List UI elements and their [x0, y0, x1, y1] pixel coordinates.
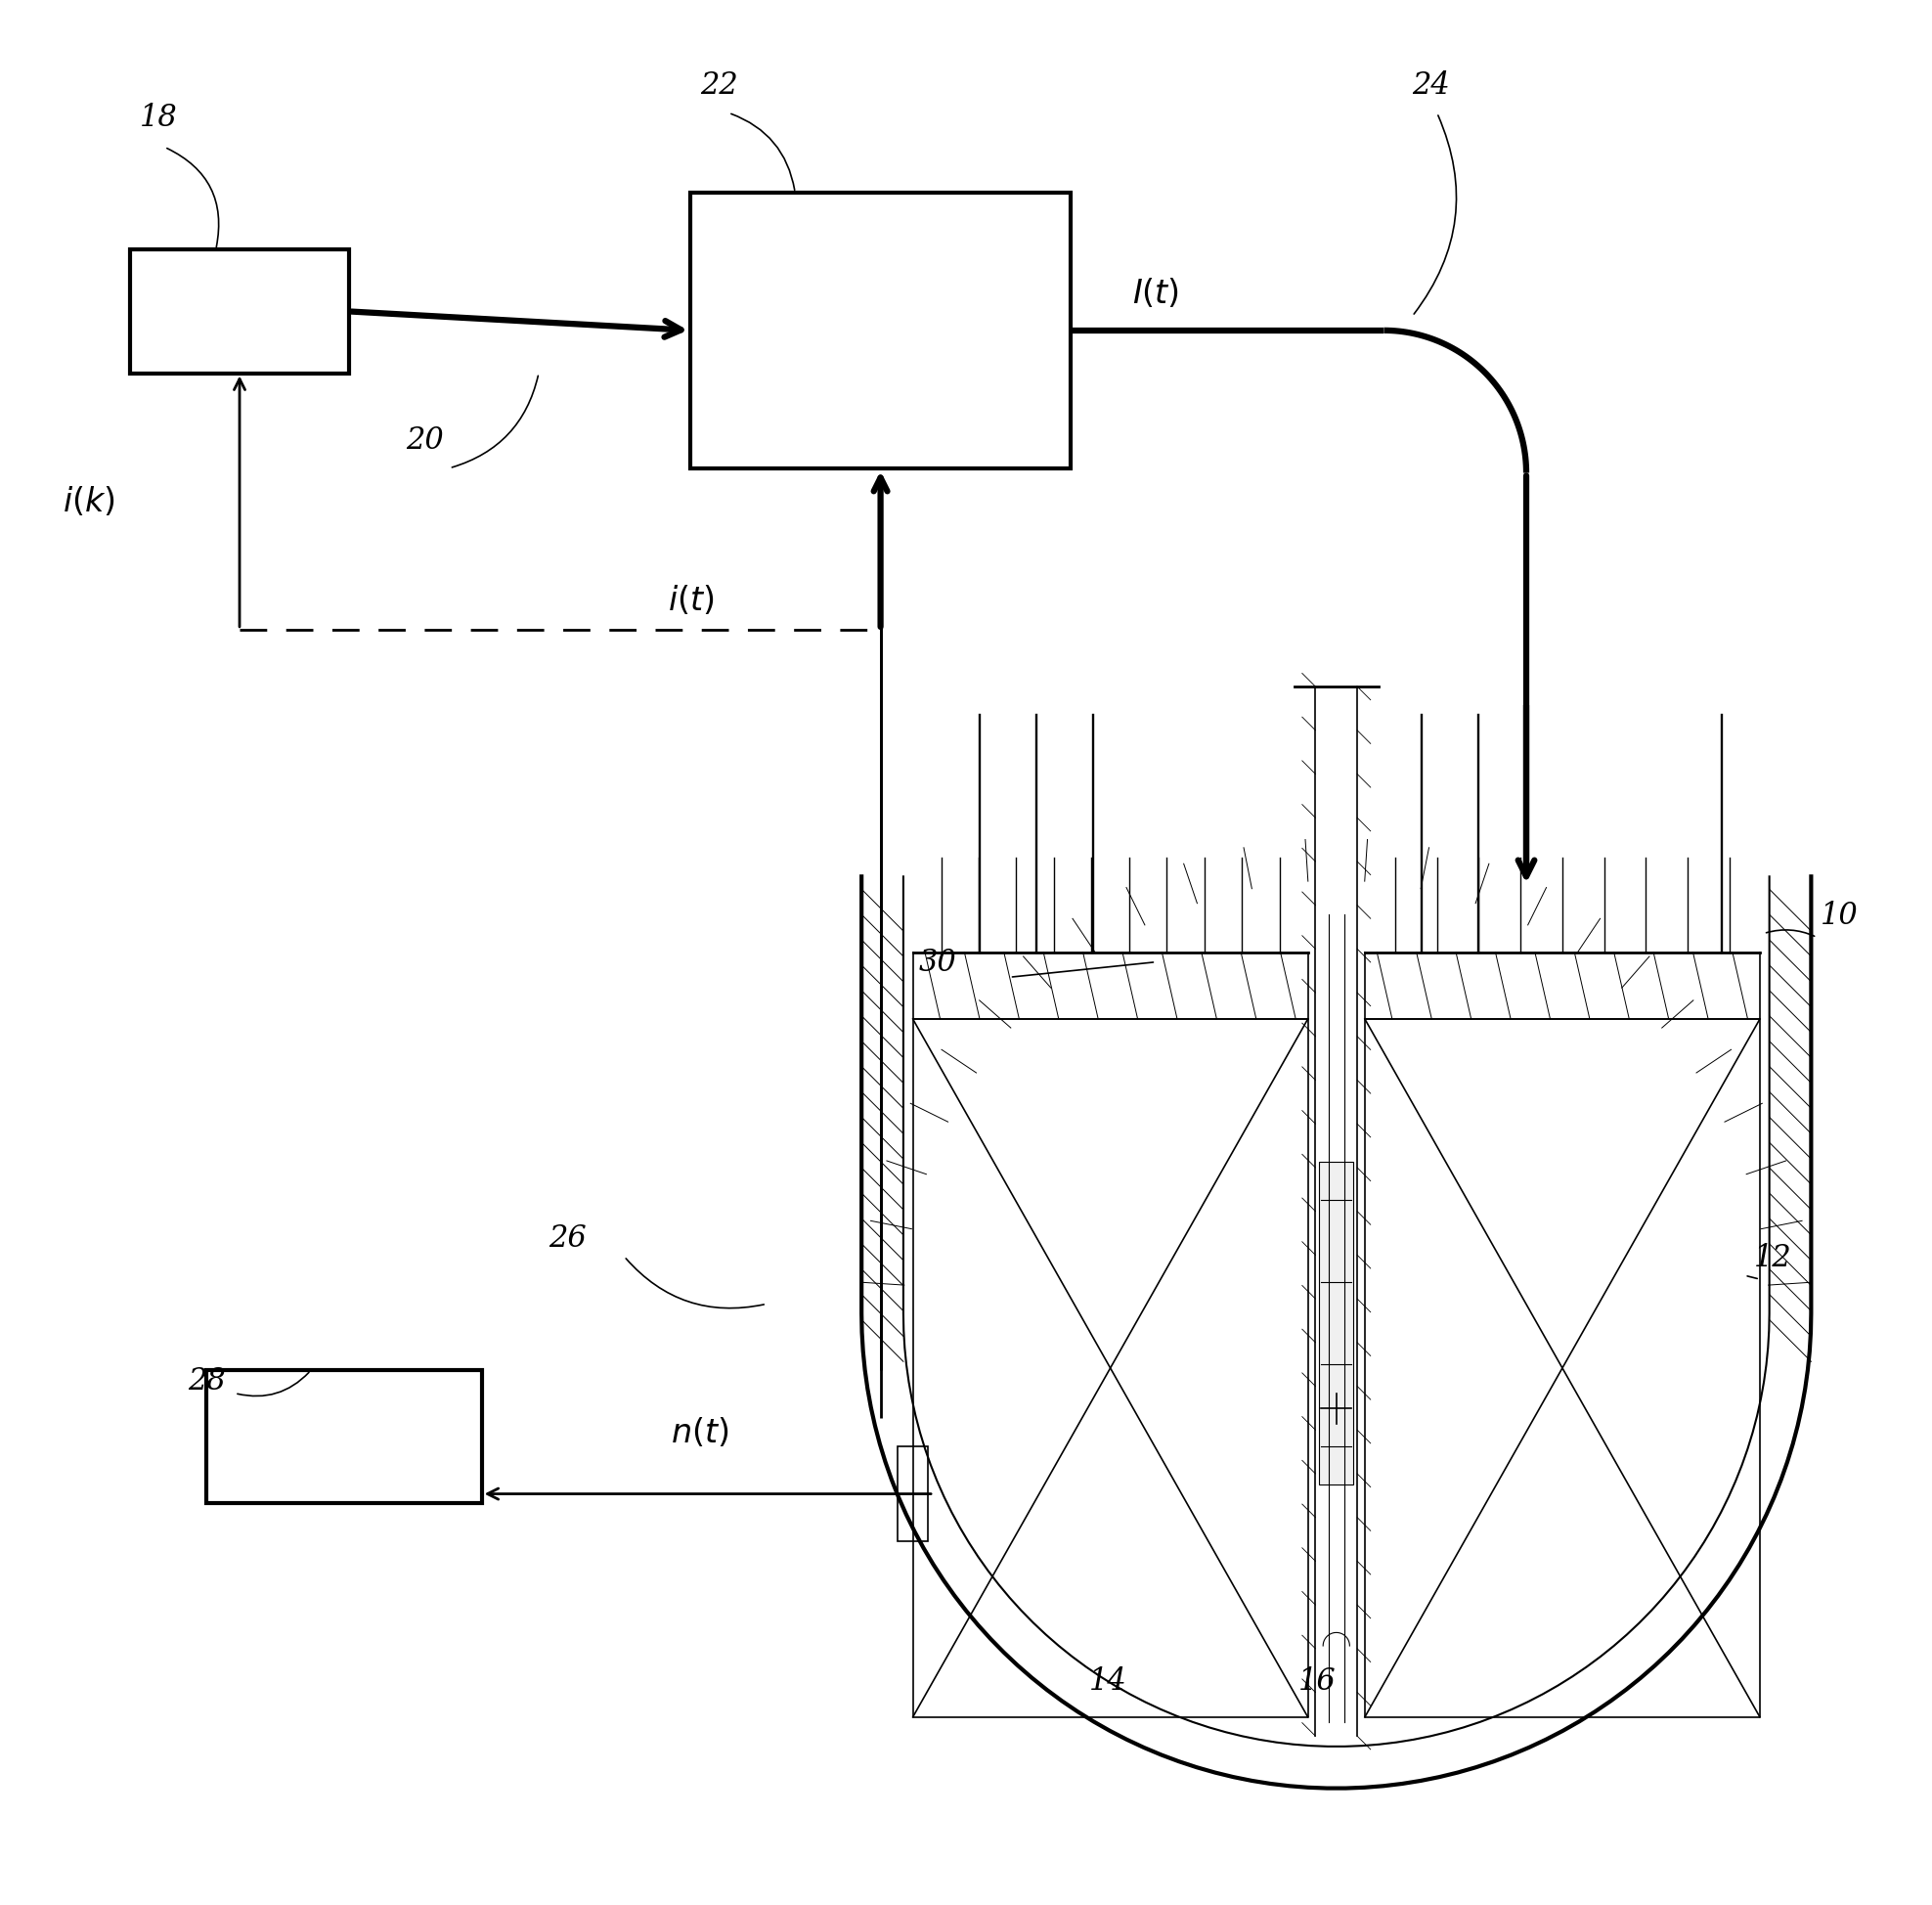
Text: 26: 26 [549, 1223, 585, 1253]
Bar [898, 1446, 927, 1541]
Text: $i(t)$: $i(t)$ [667, 585, 713, 617]
Text: 18: 18 [139, 103, 178, 133]
Text: $n(t)$: $n(t)$ [670, 1415, 728, 1450]
Text: 24: 24 [1412, 70, 1451, 101]
Text: 14: 14 [1090, 1667, 1128, 1695]
Text: 12: 12 [1754, 1242, 1793, 1273]
Text: 10: 10 [1820, 901, 1859, 932]
Bar [207, 1370, 481, 1503]
Text: 22: 22 [699, 70, 738, 101]
Bar [1320, 1162, 1354, 1484]
Bar [690, 192, 1070, 469]
Text: $i(k)$: $i(k)$ [62, 486, 114, 518]
Text: 28: 28 [187, 1366, 226, 1396]
Bar [129, 250, 350, 373]
Text: $I(t)$: $I(t)$ [1132, 276, 1179, 311]
Text: 30: 30 [918, 949, 956, 979]
Text: 16: 16 [1298, 1667, 1337, 1695]
Text: 20: 20 [406, 425, 444, 455]
